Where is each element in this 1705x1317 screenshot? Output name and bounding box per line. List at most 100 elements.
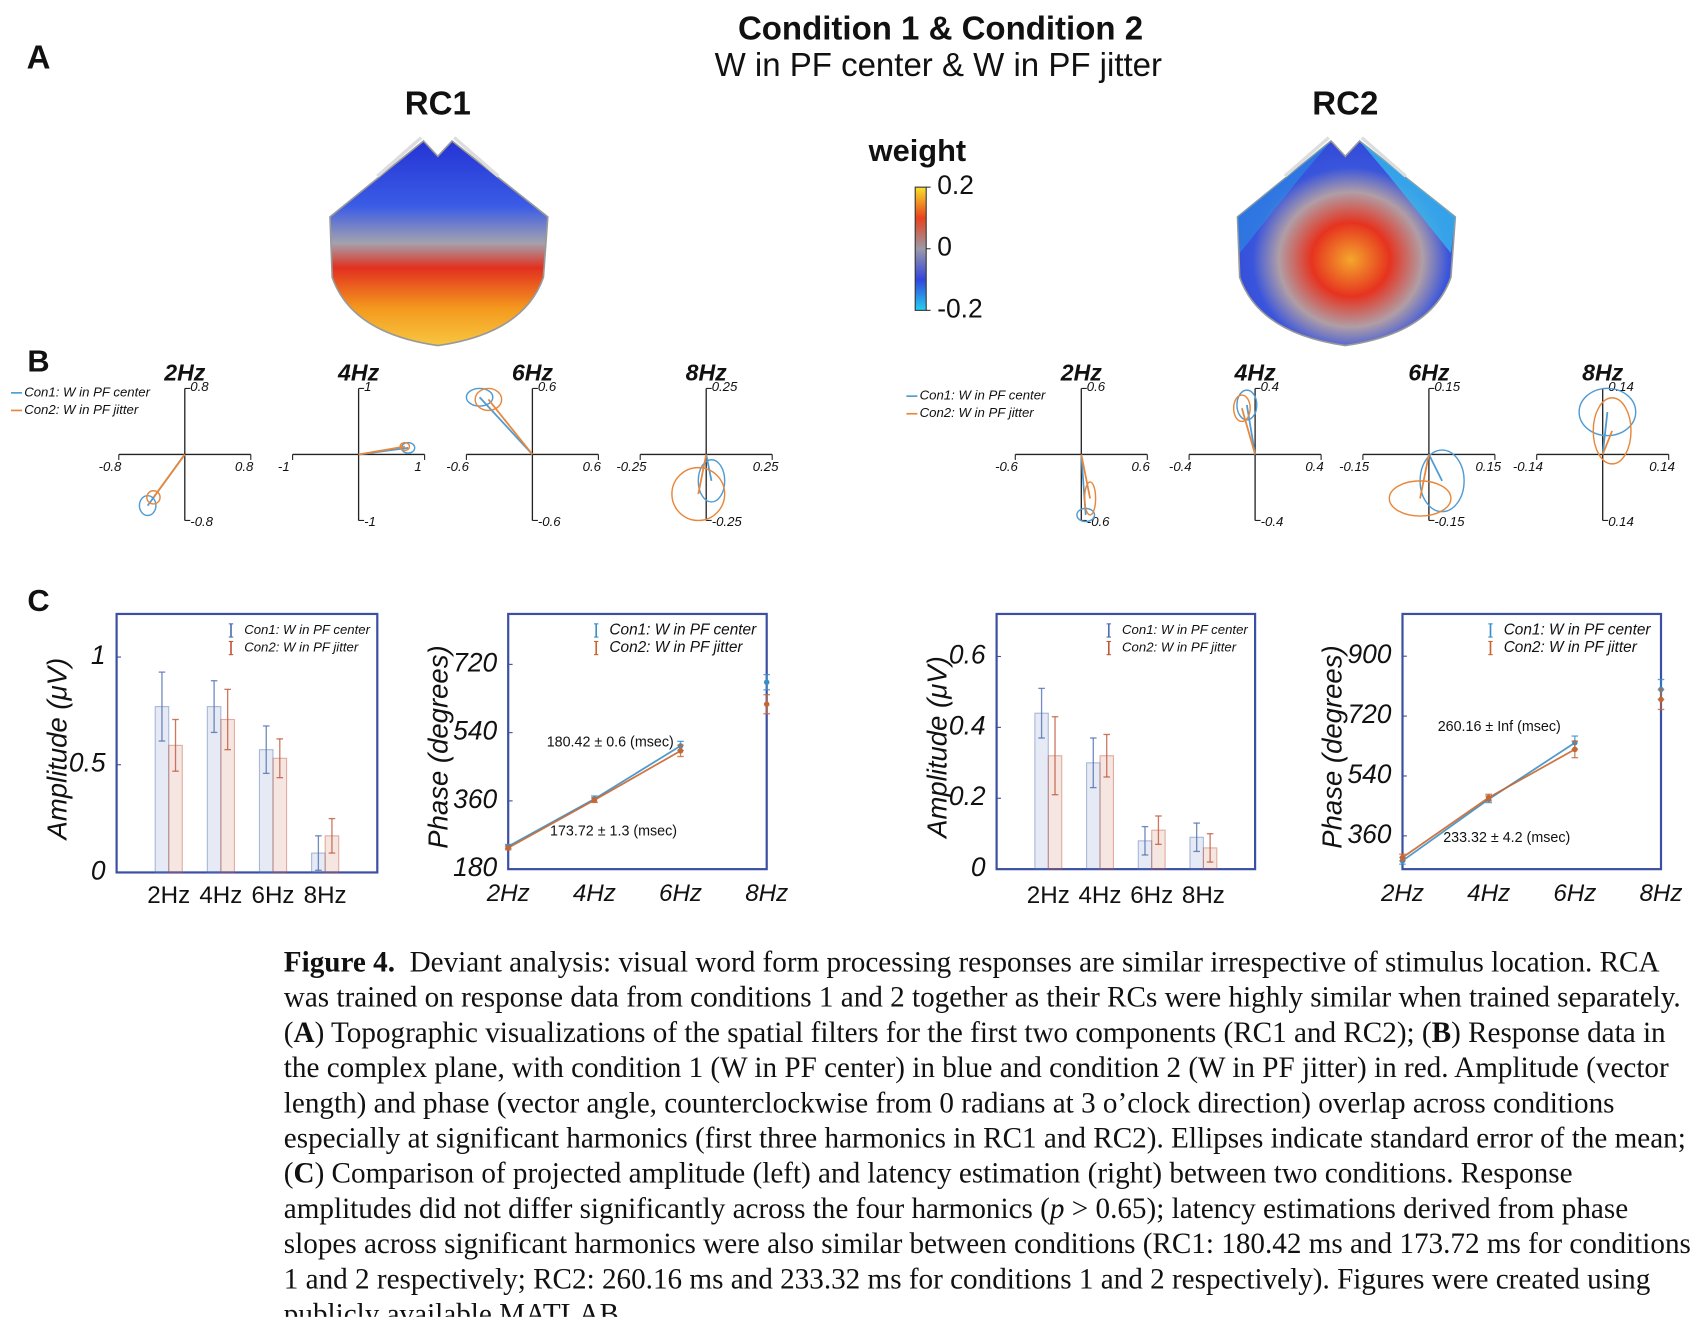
x-tick-label: 6Hz [659,880,702,907]
y-tick-label: 360 [1347,819,1391,849]
phase-point [1658,696,1664,703]
caption: Figure 4. Deviant analysis: visual word … [284,944,1703,1317]
x-tick-label: 4Hz [1078,882,1121,909]
x-tick-label: 2Hz [1027,882,1070,909]
y-tick-label: 720 [453,647,497,677]
topomap-nose [1360,136,1407,178]
response-vector [1428,454,1443,482]
x-tick-label: -0.6 [446,459,469,474]
harmonic-label: 4Hz [337,359,380,385]
plot-frame [507,612,768,871]
y-tick-label: -0.6 [538,514,561,529]
x-tick-label: 4Hz [573,880,616,907]
y-axis-label: Phase (degrees) [422,645,453,848]
harmonic-label: 8Hz [1582,359,1624,385]
x-tick-label: -0.15 [1339,459,1370,474]
y-tick-label: -0.8 [190,514,213,529]
y-tick-label: 540 [1347,759,1391,789]
caption-text: C [293,1156,315,1190]
legend-label: Con1: W in PF center [609,622,757,639]
y-axis-label: Phase (degrees) [1317,645,1348,848]
error-ellipse [697,459,726,503]
y-tick-label: 0.5 [69,748,106,778]
y-tick-label: 0.14 [1608,514,1634,529]
error-ellipse [1232,394,1251,423]
legend-label: Con2: W in PF jitter [1122,640,1237,655]
topomap-nose [376,136,423,178]
legend-label: Con1: W in PF center [244,622,370,637]
component-label: RC1 [405,84,471,121]
response-vector [705,454,713,482]
x-tick-label: 8Hz [1182,882,1225,909]
legend-label: Con2: W in PF jitter [1504,639,1638,656]
response-vector [487,398,534,455]
y-tick-label: -0.15 [1434,514,1465,529]
y-axis-label: Amplitude (μV) [42,658,73,842]
y-tick-label: 0.14 [1608,379,1634,394]
y-tick-label: -1 [364,514,376,529]
error-ellipse [1592,397,1632,465]
panel-label: B [27,343,49,378]
y-tick-label: 0 [91,855,106,885]
y-tick-label: 0.25 [712,379,738,394]
topomap [329,136,549,347]
y-tick-label: 0.6 [1087,379,1106,394]
y-tick-label: 360 [453,784,497,814]
harmonic-label: 2Hz [1060,359,1103,385]
panel-label: C [27,583,49,618]
response-vector [478,396,534,456]
slope-annotation: 260.16 ± Inf (msec) [1438,719,1561,735]
caption-text: > 0.65); latency estimations derived fro… [283,1191,1691,1317]
response-vector [152,453,186,498]
x-tick-label: 6Hz [252,882,295,909]
caption-text: Deviant analysis: visual word form proce… [283,945,1681,1049]
response-vector [358,445,405,456]
legend-label: Con2: W in PF jitter [244,640,359,655]
x-tick-label: 4Hz [199,882,242,909]
x-tick-label: 8Hz [304,882,347,909]
x-tick-label: -1 [278,459,290,474]
colorbar-tick-label: 0.2 [937,170,974,200]
y-tick-label: 0.4 [1261,379,1279,394]
colorbar-tick-label: 0 [937,232,952,262]
topomap-head [329,139,549,347]
figure-subtitle: W in PF center & W in PF jitter [715,46,1162,83]
response-vector [697,454,708,495]
topomap-nose [453,136,500,178]
legend-label: Con2: W in PF jitter [24,402,139,417]
y-tick-label: 180 [453,852,497,882]
y-tick-label: 1 [364,379,371,394]
x-tick-label: 0.15 [1475,459,1501,474]
response-vector [1241,408,1256,455]
legend-label: Con1: W in PF center [1504,622,1652,639]
topomap-head [1236,139,1457,347]
response-vector [1245,404,1256,455]
error-ellipse [1083,481,1097,516]
legend-label: Con1: W in PF center [920,388,1046,403]
topomap [1236,136,1457,347]
phase-fit-line [1401,748,1576,859]
caption-text: p [1049,1191,1065,1225]
x-tick-label: 0.6 [583,459,602,474]
harmonic-label: 6Hz [512,359,554,385]
y-tick-label: 0.15 [1434,379,1460,394]
caption-text: ) Topographic visualizations of the spat… [314,1015,1432,1049]
plot-frame [115,612,379,874]
x-tick-label: -0.25 [616,459,647,474]
y-tick-label: 0.2 [949,781,986,811]
x-tick-label: 2Hz [1380,880,1424,907]
topomap-wing [1359,140,1456,254]
harmonic-label: 4Hz [1234,359,1277,385]
legend-label: Con1: W in PF center [24,384,150,399]
error-ellipse [671,466,726,522]
phase-fit-line [507,750,681,849]
colorbar-title: weight [868,133,967,168]
slope-annotation: 233.32 ± 4.2 (msec) [1443,830,1570,846]
x-tick-label: 6Hz [1553,880,1596,907]
x-tick-label: 4Hz [1467,880,1510,907]
x-tick-label: 1 [414,459,421,474]
response-vector [1601,430,1613,455]
error-ellipse [465,387,494,407]
colorbar-tick-label: -0.2 [937,293,982,323]
